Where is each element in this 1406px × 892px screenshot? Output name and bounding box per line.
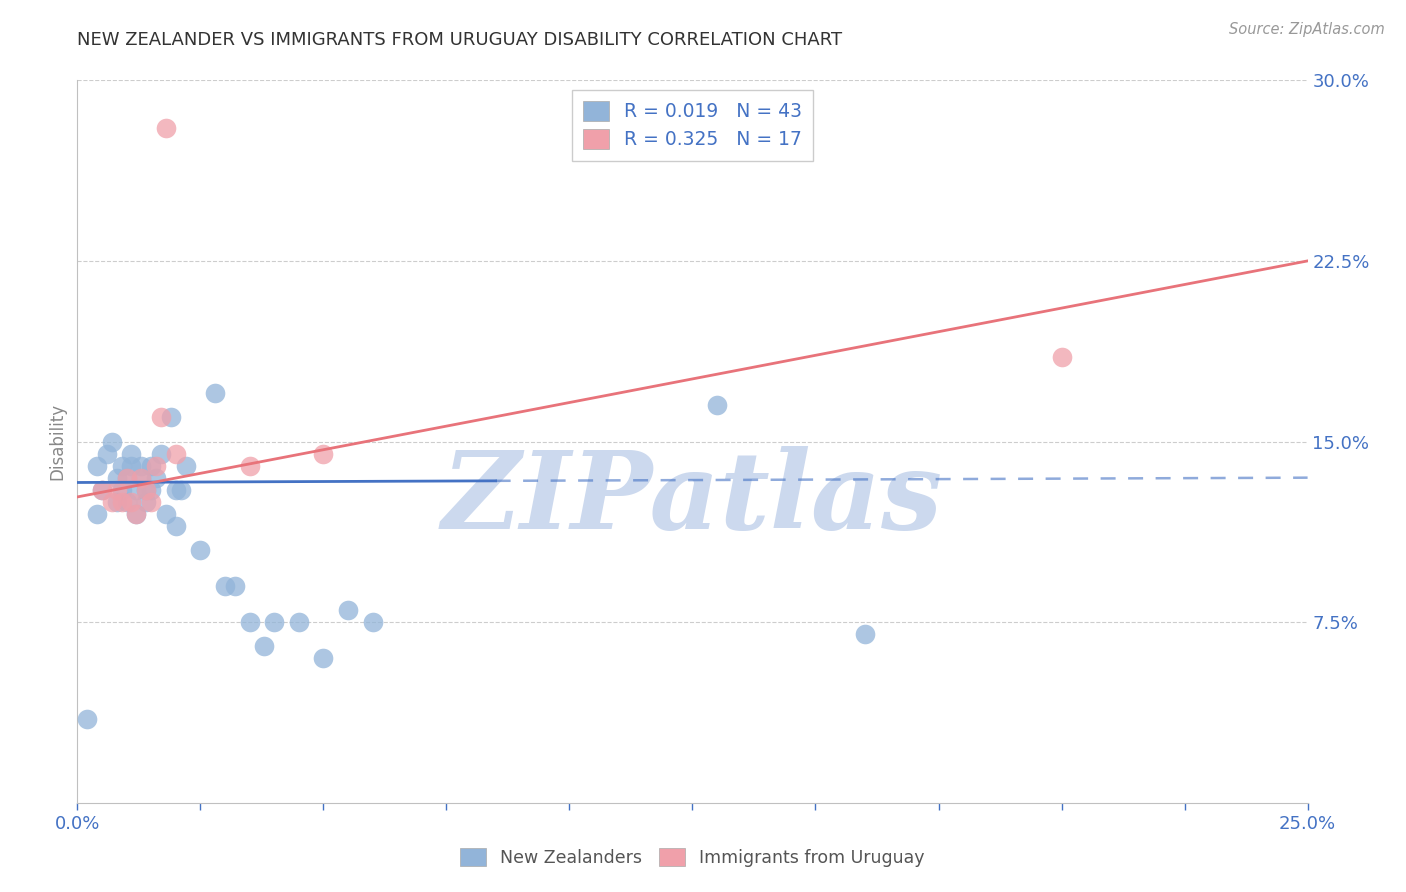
Point — [188, 542, 212, 557]
Point — [150, 446, 173, 460]
Point — [121, 458, 143, 473]
Point — [125, 507, 148, 521]
Point — [125, 507, 148, 521]
Point — [224, 579, 246, 593]
Point — [239, 615, 262, 630]
Point — [115, 470, 138, 484]
Point — [115, 494, 138, 508]
Point — [165, 483, 187, 497]
Point — [125, 483, 148, 497]
Point — [115, 470, 138, 484]
Point — [145, 458, 167, 473]
Legend: New Zealanders, Immigrants from Uruguay: New Zealanders, Immigrants from Uruguay — [453, 841, 932, 873]
Point — [165, 446, 187, 460]
Point — [706, 398, 728, 412]
Point — [150, 410, 173, 425]
Point — [90, 483, 114, 497]
Y-axis label: Disability: Disability — [48, 403, 66, 480]
Point — [361, 615, 384, 630]
Point — [105, 470, 128, 484]
Point — [96, 446, 118, 460]
Point — [1050, 350, 1073, 364]
Point — [101, 434, 124, 449]
Text: ZIPatlas: ZIPatlas — [441, 446, 943, 552]
Point — [160, 410, 183, 425]
Point — [121, 494, 143, 508]
Point — [129, 470, 153, 484]
Point — [312, 651, 335, 665]
Point — [135, 483, 157, 497]
Text: Source: ZipAtlas.com: Source: ZipAtlas.com — [1229, 22, 1385, 37]
Point — [121, 446, 143, 460]
Point — [312, 446, 335, 460]
Point — [105, 494, 128, 508]
Point — [135, 494, 157, 508]
Point — [101, 494, 124, 508]
Point — [263, 615, 285, 630]
Point — [86, 507, 108, 521]
Point — [90, 483, 114, 497]
Point — [174, 458, 197, 473]
Point — [105, 483, 128, 497]
Point — [129, 458, 153, 473]
Point — [165, 518, 187, 533]
Point — [111, 458, 132, 473]
Point — [155, 121, 177, 136]
Point — [288, 615, 311, 630]
Point — [111, 483, 132, 497]
Point — [76, 712, 98, 726]
Point — [111, 494, 132, 508]
Point — [155, 507, 177, 521]
Point — [86, 458, 108, 473]
Point — [141, 458, 163, 473]
Point — [853, 627, 876, 641]
Point — [141, 483, 163, 497]
Point — [204, 386, 226, 401]
Point — [141, 494, 163, 508]
Text: NEW ZEALANDER VS IMMIGRANTS FROM URUGUAY DISABILITY CORRELATION CHART: NEW ZEALANDER VS IMMIGRANTS FROM URUGUAY… — [77, 31, 842, 49]
Point — [239, 458, 262, 473]
Point — [129, 470, 153, 484]
Point — [214, 579, 236, 593]
Point — [253, 639, 276, 653]
Point — [170, 483, 193, 497]
Point — [135, 483, 157, 497]
Point — [337, 603, 360, 617]
Point — [145, 470, 167, 484]
